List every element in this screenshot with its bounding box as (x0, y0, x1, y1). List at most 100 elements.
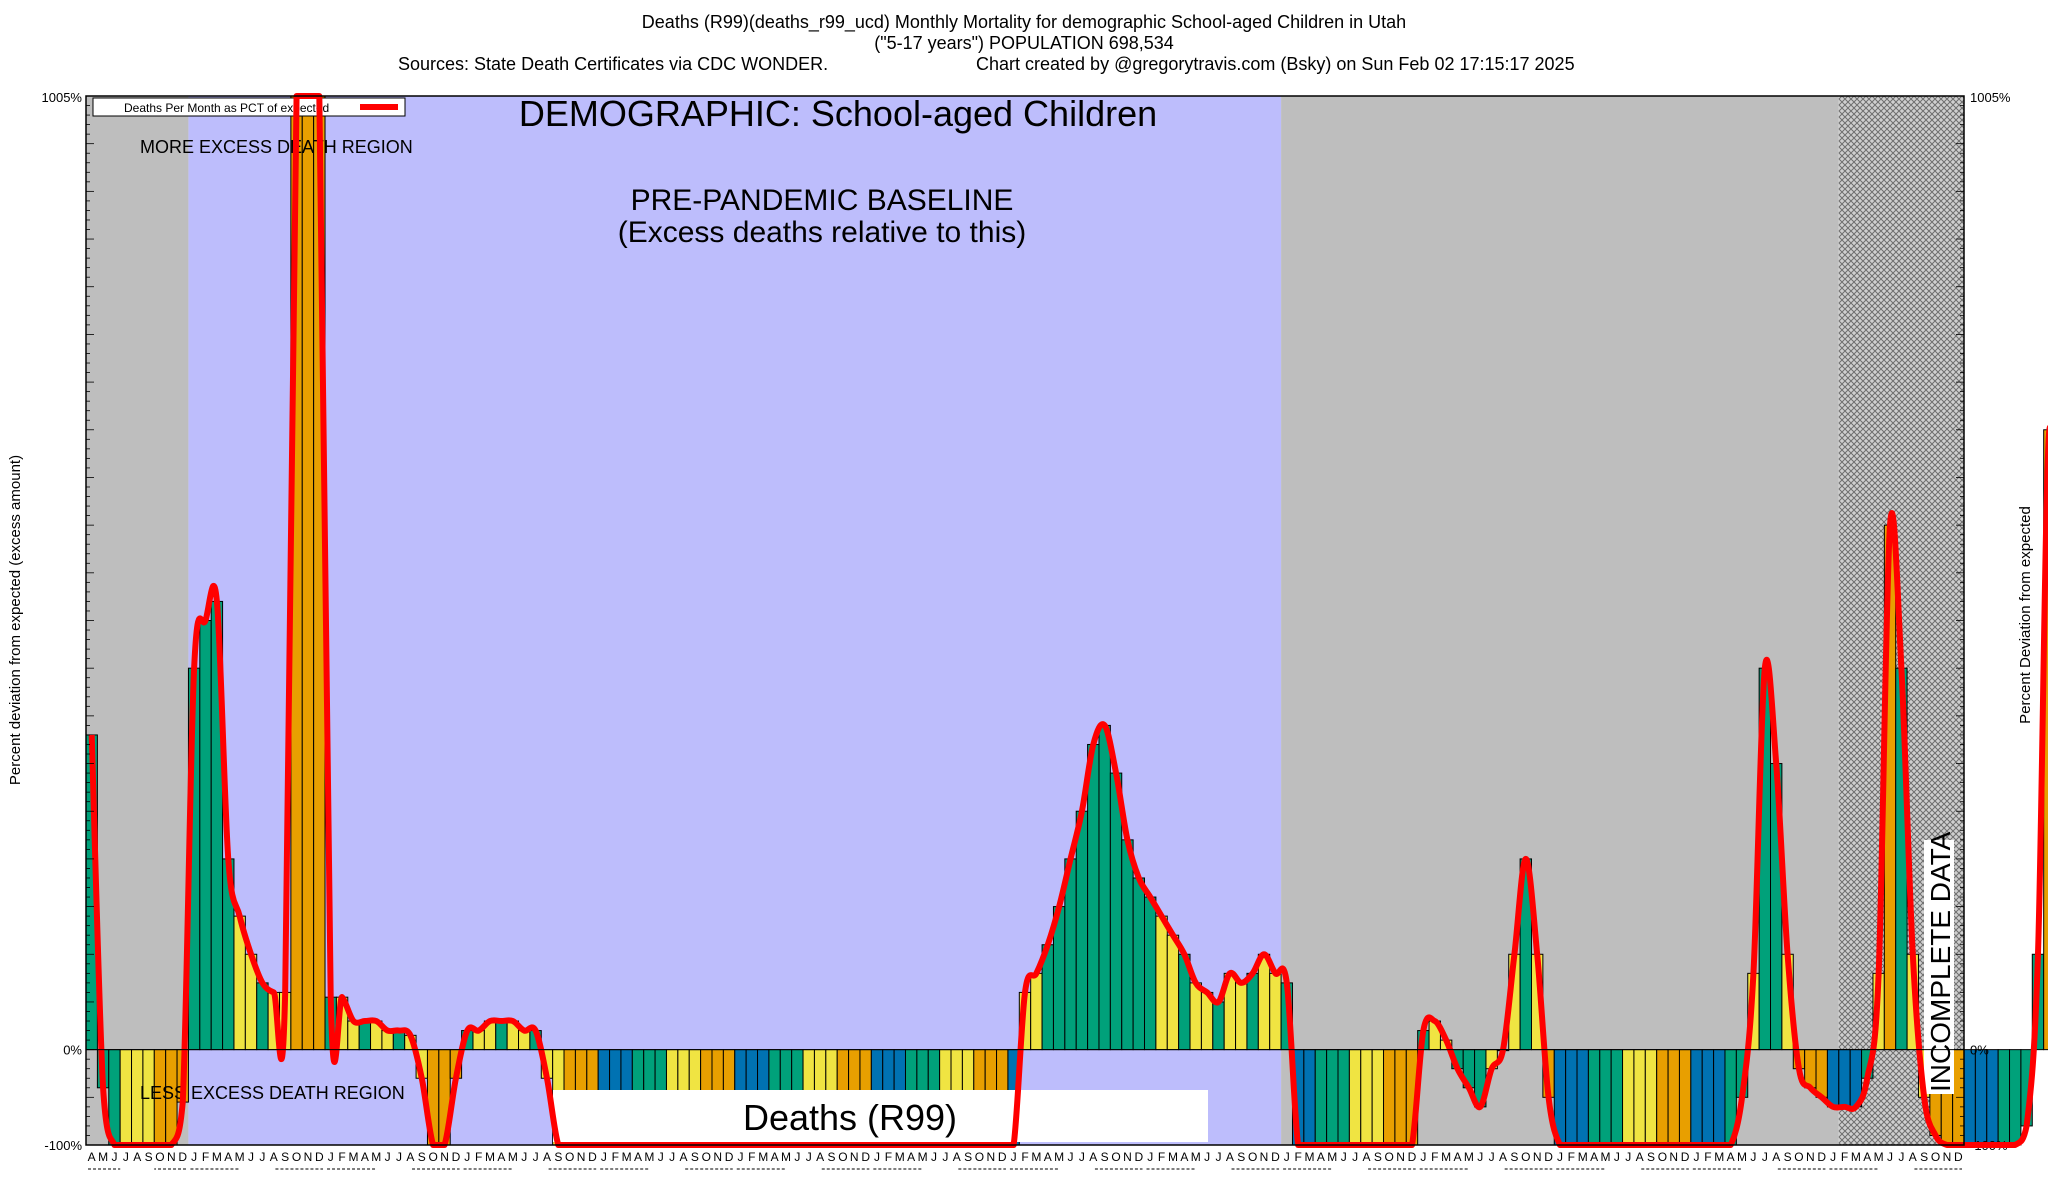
y-zero-tick-label-right: 0% (1970, 1043, 1989, 1058)
bar (1565, 1049, 1578, 1146)
x-month-label: S (1784, 1150, 1792, 1164)
x-year-bg (1059, 1163, 1094, 1175)
x-month-label: M (1031, 1150, 1041, 1164)
bar (1587, 1049, 1601, 1146)
x-month-label: S (145, 1150, 153, 1164)
x-month-label: O (292, 1150, 301, 1164)
bar (119, 1049, 133, 1146)
x-month-label: A (1044, 1150, 1052, 1164)
more-excess-label: MORE EXCESS DEATH REGION (140, 137, 413, 157)
x-year-bg (1195, 1163, 1230, 1175)
bar (1713, 1049, 1726, 1146)
x-month-label: N (1533, 1150, 1542, 1164)
x-month-label: J (1284, 1150, 1290, 1164)
bar (1690, 1049, 1703, 1146)
bar (1576, 1049, 1589, 1146)
x-month-label: D (1271, 1150, 1280, 1164)
bar (2009, 1049, 2022, 1146)
x-year-bg (649, 1163, 684, 1175)
x-month-label: J (259, 1150, 265, 1164)
x-month-label: A (1317, 1150, 1325, 1164)
x-month-label: F (338, 1150, 345, 1164)
x-month-label: J (385, 1150, 391, 1164)
x-month-label: O (1248, 1150, 1257, 1164)
bar (1075, 810, 1089, 1051)
x-month-label: N (1123, 1150, 1132, 1164)
bar (1815, 1049, 1828, 1098)
x-month-label: S (964, 1150, 972, 1164)
bar (1189, 982, 1202, 1051)
x-month-label: A (1590, 1150, 1598, 1164)
bar (1121, 839, 1134, 1051)
x-month-label: N (1396, 1150, 1405, 1164)
x-year-bg (1468, 1163, 1503, 1175)
x-month-label: D (998, 1150, 1007, 1164)
x-month-label: O (975, 1150, 984, 1164)
x-month-label: F (202, 1150, 209, 1164)
x-month-label: O (155, 1150, 164, 1164)
x-month-label: J (1341, 1150, 1347, 1164)
bar (1838, 1049, 1851, 1108)
x-month-label: J (533, 1150, 539, 1164)
x-month-label: A (953, 1150, 961, 1164)
bar (1599, 1049, 1612, 1146)
bar (358, 1020, 372, 1051)
x-month-label: D (1681, 1150, 1690, 1164)
x-month-label: J (111, 1150, 117, 1164)
x-month-label: J (521, 1150, 527, 1164)
x-month-label: M (508, 1150, 518, 1164)
x-month-label: J (248, 1150, 254, 1164)
x-month-label: J (1830, 1150, 1836, 1164)
x-month-label: F (1841, 1150, 1848, 1164)
bar (1667, 1049, 1680, 1146)
x-month-label: N (577, 1150, 586, 1164)
x-month-label: S (418, 1150, 426, 1164)
x-month-label: M (485, 1150, 495, 1164)
x-month-label: N (1260, 1150, 1269, 1164)
bar (1155, 915, 1168, 1051)
x-month-label: F (1158, 1150, 1165, 1164)
x-year-bg (239, 1163, 274, 1175)
x-month-label: D (178, 1150, 187, 1164)
bar (1132, 877, 1146, 1051)
bar (301, 95, 315, 1051)
x-month-label: D (1544, 1150, 1553, 1164)
bar (199, 620, 212, 1051)
region-post-2020 (1281, 96, 1839, 1145)
bar (1269, 972, 1282, 1051)
x-month-label: J (1477, 1150, 1483, 1164)
bar (1371, 1049, 1385, 1146)
y-top-tick-label-right: 1005% (1970, 90, 2011, 105)
region-pre-2012 (86, 96, 189, 1145)
x-month-label: A (1362, 1150, 1370, 1164)
bar (1246, 972, 1259, 1051)
bar (1633, 1049, 1646, 1146)
less-excess-label: LESS EXCESS DEATH REGION (140, 1083, 405, 1103)
bar (1804, 1049, 1817, 1089)
x-month-label: J (1887, 1150, 1893, 1164)
x-month-label: M (98, 1150, 108, 1164)
y-axis-label-right: Percent Deviation from expected (2017, 506, 2034, 724)
bar (1394, 1049, 1407, 1146)
x-month-label: N (987, 1150, 996, 1164)
x-month-label: A (543, 1150, 551, 1164)
x-month-label: N (1669, 1150, 1678, 1164)
y-top-tick-label-left: 1005% (42, 90, 83, 105)
x-month-label: J (669, 1150, 675, 1164)
x-month-label: M (1578, 1150, 1588, 1164)
x-month-label: J (806, 1150, 812, 1164)
x-month-label: S (1101, 1150, 1109, 1164)
chart-subtitle: ("5-17 years") POPULATION 698,534 (874, 33, 1174, 53)
y-axis-label: Percent deviation from expected (excess … (7, 455, 24, 785)
bar (1144, 896, 1157, 1051)
x-month-label: J (1215, 1150, 1221, 1164)
x-month-label: A (1772, 1150, 1780, 1164)
x-month-label: F (1294, 1150, 1301, 1164)
bar (1701, 1049, 1715, 1146)
demographic-label: DEMOGRAPHIC: School-aged Children (519, 93, 1157, 134)
x-month-label: M (1714, 1150, 1724, 1164)
x-month-label: M (895, 1150, 905, 1164)
x-month-label: D (315, 1150, 324, 1164)
x-month-label: A (1499, 1150, 1507, 1164)
